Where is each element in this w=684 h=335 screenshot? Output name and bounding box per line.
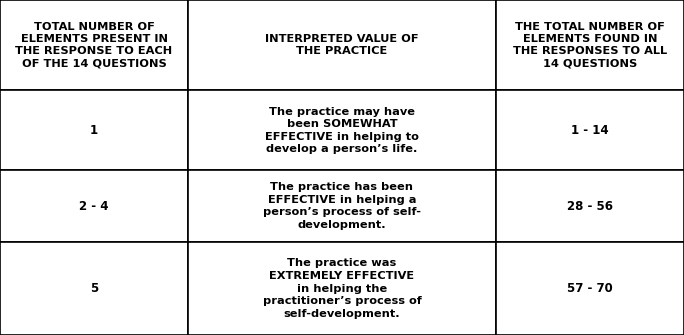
- Text: 1: 1: [90, 124, 98, 137]
- Bar: [496, 170, 684, 242]
- Text: The practice has been
EFFECTIVE in helping a
person’s process of self-
developme: The practice has been EFFECTIVE in helpi…: [263, 182, 421, 230]
- Bar: [0, 0, 188, 90]
- Bar: [0, 170, 188, 242]
- Text: 28 - 56: 28 - 56: [567, 200, 613, 213]
- Text: The practice may have
been SOMEWHAT
EFFECTIVE in helping to
develop a person’s l: The practice may have been SOMEWHAT EFFE…: [265, 107, 419, 154]
- Text: 57 - 70: 57 - 70: [567, 282, 613, 295]
- Text: 2 - 4: 2 - 4: [79, 200, 109, 213]
- Text: INTERPRETED VALUE OF
THE PRACTICE: INTERPRETED VALUE OF THE PRACTICE: [265, 34, 419, 56]
- Bar: [496, 242, 684, 335]
- Bar: [188, 170, 496, 242]
- Bar: [188, 242, 496, 335]
- Bar: [0, 90, 188, 170]
- Text: 5: 5: [90, 282, 98, 295]
- Text: The practice was
EXTREMELY EFFECTIVE
in helping the
practitioner’s process of
se: The practice was EXTREMELY EFFECTIVE in …: [263, 258, 421, 319]
- Text: THE TOTAL NUMBER OF
ELEMENTS FOUND IN
THE RESPONSES TO ALL
14 QUESTIONS: THE TOTAL NUMBER OF ELEMENTS FOUND IN TH…: [513, 22, 667, 69]
- Bar: [188, 0, 496, 90]
- Bar: [188, 90, 496, 170]
- Bar: [0, 242, 188, 335]
- Bar: [496, 90, 684, 170]
- Text: 1 - 14: 1 - 14: [571, 124, 609, 137]
- Bar: [496, 0, 684, 90]
- Text: TOTAL NUMBER OF
ELEMENTS PRESENT IN
THE RESPONSE TO EACH
OF THE 14 QUESTIONS: TOTAL NUMBER OF ELEMENTS PRESENT IN THE …: [16, 22, 172, 69]
